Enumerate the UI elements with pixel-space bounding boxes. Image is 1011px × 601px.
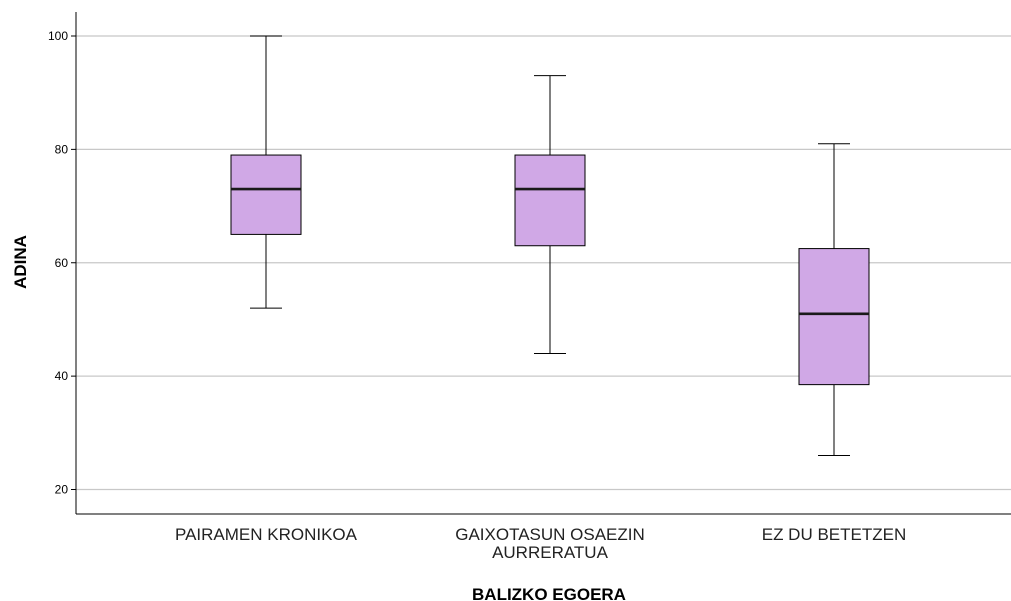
iqr-box xyxy=(514,154,586,247)
boxes xyxy=(230,35,870,456)
x-category-label: AURRERATUA xyxy=(492,543,609,562)
x-axis-title: BALIZKO EGOERA xyxy=(472,585,626,601)
box-group xyxy=(514,75,586,354)
y-tick-label: 60 xyxy=(55,256,69,270)
iqr-box xyxy=(798,248,870,386)
axes xyxy=(71,12,1011,515)
box-group xyxy=(798,143,870,456)
box-group xyxy=(230,35,302,309)
y-tick-label: 100 xyxy=(48,29,68,43)
x-category-labels: PAIRAMEN KRONIKOA GAIXOTASUN OSAEZINAURRE… xyxy=(175,525,906,562)
y-tick-label: 40 xyxy=(55,369,69,383)
x-category-label: GAIXOTASUN OSAEZIN xyxy=(455,525,645,544)
iqr-box xyxy=(230,154,302,235)
y-tick-label: 20 xyxy=(55,483,69,497)
y-tick-label: 80 xyxy=(55,142,69,156)
gridlines xyxy=(76,35,1011,491)
y-tick-labels: 20 40 60 80 100 xyxy=(48,29,68,497)
x-category-label: EZ DU BETETZEN xyxy=(762,525,907,544)
x-category-label: PAIRAMEN KRONIKOA xyxy=(175,525,358,544)
y-axis-title: ADINA xyxy=(11,235,30,289)
